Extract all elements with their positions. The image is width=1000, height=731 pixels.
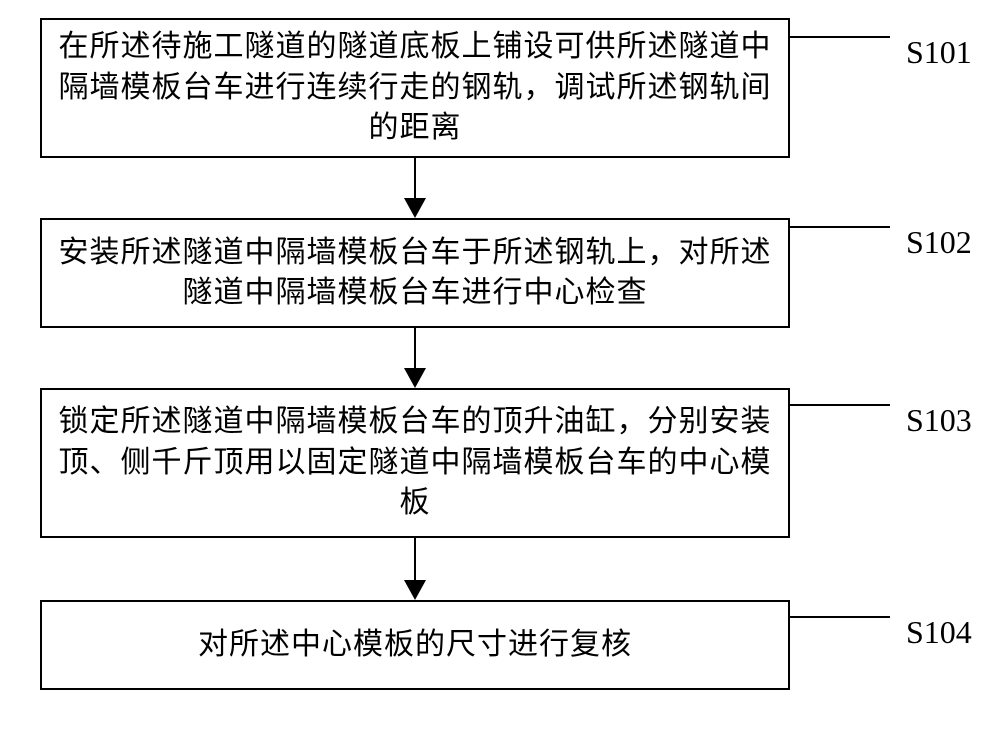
step-text-s101: 在所述待施工隧道的隧道底板上铺设可供所述隧道中隔墙模板台车进行连续行走的钢轨，调… bbox=[54, 27, 776, 149]
step-box-s102: 安装所述隧道中隔墙模板台车于所述钢轨上，对所述隧道中隔墙模板台车进行中心检查 bbox=[40, 218, 790, 328]
step-box-s103: 锁定所述隧道中隔墙模板台车的顶升油缸，分别安装顶、侧千斤顶用以固定隧道中隔墙模板… bbox=[40, 388, 790, 538]
connector-s104 bbox=[790, 616, 890, 618]
step-text-s102: 安装所述隧道中隔墙模板台车于所述钢轨上，对所述隧道中隔墙模板台车进行中心检查 bbox=[54, 233, 776, 314]
step-text-s104: 对所述中心模板的尺寸进行复核 bbox=[198, 625, 632, 666]
connector-s101 bbox=[790, 36, 890, 38]
arrow-s102-s103-head bbox=[404, 368, 426, 388]
step-box-s104: 对所述中心模板的尺寸进行复核 bbox=[40, 600, 790, 690]
connector-s102 bbox=[790, 226, 890, 228]
step-text-s103: 锁定所述隧道中隔墙模板台车的顶升油缸，分别安装顶、侧千斤顶用以固定隧道中隔墙模板… bbox=[54, 402, 776, 524]
flowchart-canvas: 在所述待施工隧道的隧道底板上铺设可供所述隧道中隔墙模板台车进行连续行走的钢轨，调… bbox=[0, 0, 1000, 731]
step-label-s104: S104 bbox=[906, 614, 972, 651]
arrow-s101-s102-stem bbox=[414, 158, 417, 198]
step-label-s102: S102 bbox=[906, 224, 972, 261]
arrow-s103-s104-head bbox=[404, 580, 426, 600]
connector-s103 bbox=[790, 404, 890, 406]
arrow-s102-s103-stem bbox=[414, 328, 417, 368]
step-box-s101: 在所述待施工隧道的隧道底板上铺设可供所述隧道中隔墙模板台车进行连续行走的钢轨，调… bbox=[40, 18, 790, 158]
arrow-s103-s104-stem bbox=[414, 538, 417, 580]
step-label-s101: S101 bbox=[906, 34, 972, 71]
step-label-s103: S103 bbox=[906, 402, 972, 439]
arrow-s101-s102-head bbox=[404, 198, 426, 218]
